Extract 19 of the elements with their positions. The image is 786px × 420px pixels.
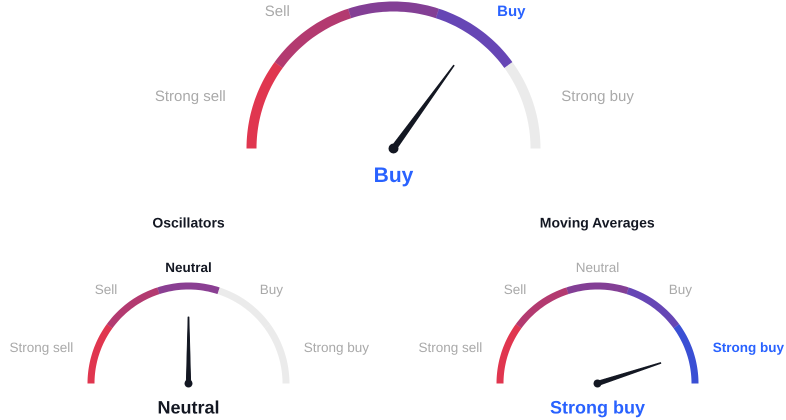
slice-label: Sell <box>264 3 290 20</box>
text: Neutral <box>157 398 220 418</box>
slice-label: Neutral <box>165 260 212 275</box>
slice-label: Sell <box>504 282 526 298</box>
chart-title: Oscillators <box>152 214 225 230</box>
slice-label: Strong buy <box>561 88 634 105</box>
slice-label: Neutral <box>576 260 620 275</box>
slice-label: Buy <box>668 282 692 298</box>
text: Strong buy <box>550 398 646 418</box>
slice-label: Strong buy <box>304 340 370 356</box>
slice-label: Strong sell <box>9 340 74 356</box>
slice-label: Buy <box>260 282 284 298</box>
slice-label: Buy <box>497 3 526 20</box>
slice-label: Sell <box>94 282 118 298</box>
slice-label: Strong sell <box>154 88 226 105</box>
slice-label: Strong buy <box>712 340 785 356</box>
slice-label: Strong sell <box>418 340 482 356</box>
chart-title: Moving Averages <box>540 214 655 230</box>
text: Buy <box>374 164 414 187</box>
